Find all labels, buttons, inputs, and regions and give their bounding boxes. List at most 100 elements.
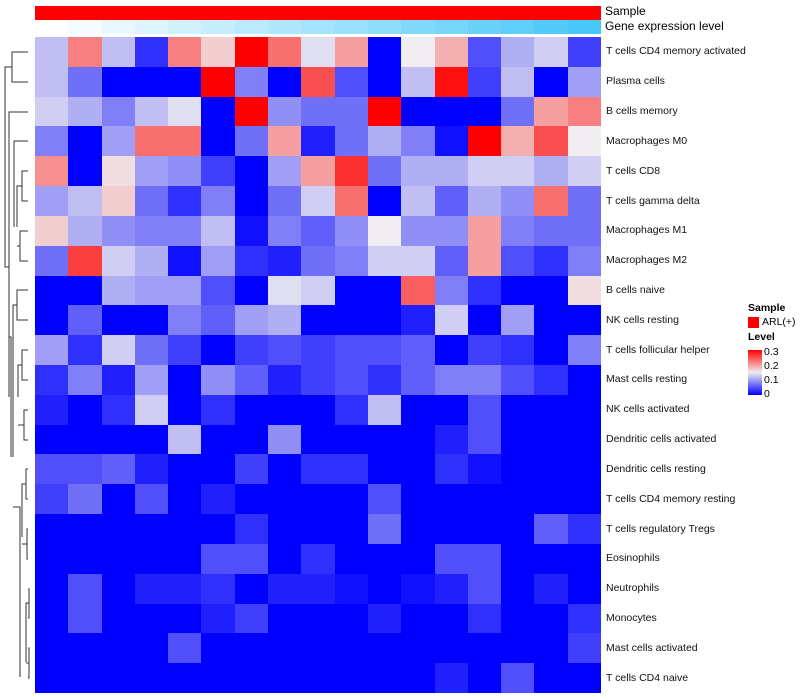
heatmap-cell bbox=[101, 663, 136, 694]
heatmap-cell bbox=[35, 156, 69, 187]
heatmap-cell bbox=[401, 484, 436, 515]
heatmap-cell bbox=[201, 275, 236, 306]
heatmap-cell bbox=[434, 37, 469, 68]
heatmap-cell bbox=[367, 305, 402, 336]
heatmap-cell bbox=[168, 633, 202, 664]
row-label: Macrophages M2 bbox=[606, 254, 688, 267]
row-dendrogram bbox=[4, 51, 30, 679]
gene-expression-annotation-cell bbox=[401, 20, 435, 34]
heatmap-cell bbox=[134, 305, 169, 336]
heatmap-cell bbox=[234, 215, 269, 247]
heatmap-cell bbox=[567, 305, 602, 336]
heatmap-cell bbox=[401, 603, 436, 634]
heatmap-cell bbox=[201, 96, 236, 127]
heatmap-cell bbox=[268, 603, 302, 634]
heatmap-cell bbox=[101, 543, 136, 575]
heatmap-cell bbox=[35, 663, 69, 694]
heatmap-cell bbox=[467, 663, 502, 694]
legend-tick: 0.2 bbox=[764, 360, 779, 372]
sample-annotation-cell bbox=[301, 6, 335, 20]
heatmap-cell bbox=[101, 245, 136, 277]
heatmap-cell bbox=[234, 394, 269, 426]
heatmap-cell bbox=[201, 66, 236, 98]
heatmap-cell bbox=[35, 394, 69, 426]
heatmap-cell bbox=[334, 305, 369, 336]
heatmap-cell bbox=[301, 543, 336, 575]
heatmap-cell bbox=[301, 573, 336, 605]
heatmap-cell bbox=[534, 603, 569, 634]
heatmap-cell bbox=[567, 603, 602, 634]
heatmap-cell bbox=[201, 335, 236, 366]
heatmap-cell bbox=[401, 275, 436, 306]
heatmap-cell bbox=[334, 126, 369, 157]
heatmap-cell bbox=[567, 215, 602, 247]
gene-expression-annotation-cell bbox=[201, 20, 235, 34]
sample-annotation-cell bbox=[268, 6, 302, 20]
heatmap-cell bbox=[534, 66, 569, 98]
heatmap-cell bbox=[268, 245, 302, 277]
heatmap-cell bbox=[334, 275, 369, 306]
heatmap-cell bbox=[334, 96, 369, 127]
heatmap-cell bbox=[134, 335, 169, 366]
gene-expression-annotation-cell bbox=[68, 20, 102, 34]
heatmap-cell bbox=[268, 365, 302, 396]
gene-expression-annotation-cell bbox=[501, 20, 535, 34]
heatmap-cell bbox=[134, 424, 169, 455]
heatmap-cell bbox=[68, 454, 103, 485]
heatmap-cell bbox=[101, 454, 136, 485]
heatmap-cell bbox=[201, 215, 236, 247]
heatmap-cell bbox=[534, 275, 569, 306]
heatmap-cell bbox=[567, 394, 602, 426]
heatmap-cell bbox=[234, 66, 269, 98]
heatmap-cell bbox=[401, 543, 436, 575]
row-label: Macrophages M0 bbox=[606, 134, 688, 147]
heatmap-cell bbox=[168, 573, 202, 605]
heatmap-cell bbox=[268, 305, 302, 336]
heatmap-cell bbox=[201, 573, 236, 605]
heatmap-cell bbox=[68, 424, 103, 455]
heatmap-cell bbox=[467, 66, 502, 98]
heatmap-cell bbox=[268, 96, 302, 127]
gene-expression-annotation-cell bbox=[434, 20, 468, 34]
heatmap-cell bbox=[434, 186, 469, 217]
row-label: NK cells activated bbox=[606, 403, 690, 416]
heatmap-cell bbox=[367, 454, 402, 485]
heatmap-cell bbox=[35, 186, 69, 217]
heatmap-cell bbox=[301, 245, 336, 277]
heatmap-cell bbox=[201, 186, 236, 217]
heatmap-cell bbox=[567, 514, 602, 545]
heatmap-cell bbox=[301, 275, 336, 306]
heatmap-cell bbox=[534, 663, 569, 694]
gene-expression-annotation-cell bbox=[567, 20, 602, 34]
heatmap-cell bbox=[201, 394, 236, 426]
heatmap-cell bbox=[501, 543, 535, 575]
legend-level-title: Level bbox=[748, 331, 775, 343]
heatmap-cell bbox=[201, 454, 236, 485]
heatmap-cell bbox=[68, 543, 103, 575]
heatmap-cell bbox=[367, 603, 402, 634]
heatmap-cell bbox=[268, 126, 302, 157]
heatmap-cell bbox=[168, 484, 202, 515]
heatmap-cell bbox=[68, 573, 103, 605]
heatmap-cell bbox=[534, 245, 569, 277]
heatmap-cell bbox=[134, 394, 169, 426]
heatmap-cell bbox=[434, 245, 469, 277]
heatmap-cell bbox=[68, 215, 103, 247]
heatmap-cell bbox=[467, 633, 502, 664]
heatmap-cell bbox=[501, 275, 535, 306]
heatmap-cell bbox=[434, 66, 469, 98]
row-label: Mast cells resting bbox=[606, 373, 688, 386]
heatmap-cell bbox=[367, 663, 402, 694]
heatmap-cell bbox=[35, 275, 69, 306]
heatmap-cell bbox=[367, 484, 402, 515]
heatmap-cell bbox=[367, 543, 402, 575]
heatmap-cell bbox=[234, 96, 269, 127]
heatmap-cell bbox=[168, 603, 202, 634]
heatmap-cell bbox=[168, 305, 202, 336]
heatmap-cell bbox=[401, 514, 436, 545]
heatmap-cell bbox=[301, 454, 336, 485]
heatmap-cell bbox=[268, 543, 302, 575]
heatmap-cell bbox=[301, 394, 336, 426]
sample-annotation-cell bbox=[567, 6, 602, 20]
row-label: T cells gamma delta bbox=[606, 194, 700, 207]
